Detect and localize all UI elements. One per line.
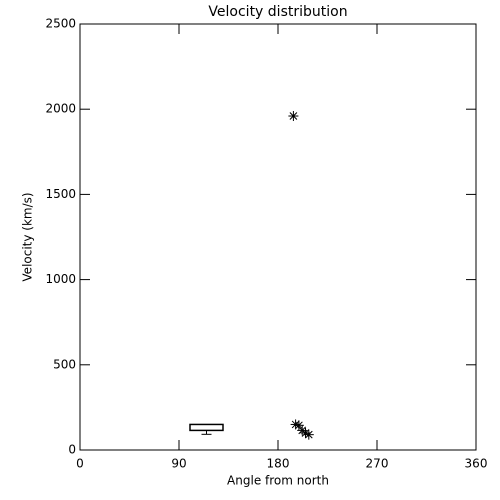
x-tick-label: 270	[366, 457, 389, 471]
asterisk-stroke	[291, 420, 300, 429]
y-tick-label: 0	[68, 443, 76, 457]
point	[303, 429, 314, 440]
x-tick-label: 180	[267, 457, 290, 471]
asterisk-stroke	[289, 112, 298, 120]
asterisk-stroke	[295, 421, 303, 430]
x-tick-label: 360	[465, 457, 488, 471]
y-tick-label: 500	[53, 357, 76, 371]
y-tick-label: 2500	[45, 17, 76, 31]
x-tick-label: 90	[171, 457, 186, 471]
y-tick-label: 2000	[45, 102, 76, 116]
point	[293, 420, 304, 431]
plot-frame	[79, 23, 477, 451]
point	[288, 111, 299, 122]
y-tick-label: 1500	[45, 187, 76, 201]
y-tick-label: 1000	[45, 272, 76, 286]
asterisk-stroke	[298, 426, 307, 435]
x-tick-label: 0	[76, 457, 84, 471]
y-axis-label: Velocity (km/s)	[21, 192, 35, 281]
asterisk-stroke	[301, 429, 310, 437]
x-axis-label: Angle from north	[227, 474, 329, 488]
chart-title: Velocity distribution	[208, 4, 347, 20]
box	[189, 423, 224, 432]
asterisk-stroke	[304, 430, 313, 439]
